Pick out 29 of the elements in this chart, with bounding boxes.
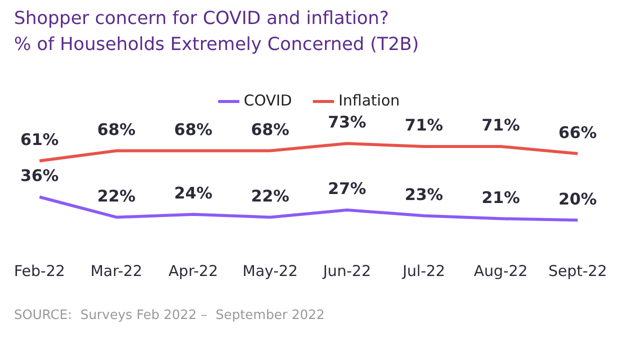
data-label: 20% bbox=[558, 189, 597, 208]
data-label: 22% bbox=[97, 186, 136, 206]
data-label: 68% bbox=[251, 120, 290, 139]
data-label: 68% bbox=[97, 120, 136, 139]
data-label: 27% bbox=[328, 179, 366, 198]
x-tick-label: Jun-22 bbox=[322, 262, 372, 280]
data-label: 66% bbox=[558, 122, 597, 142]
chart-subtitle: % of Households Extremely Concerned (T2B) bbox=[14, 33, 419, 57]
legend-label: COVID bbox=[244, 91, 292, 110]
data-label: 68% bbox=[174, 120, 212, 139]
x-tick-label: May-22 bbox=[242, 262, 298, 280]
x-tick-label: Jul-22 bbox=[402, 262, 446, 280]
legend-label: Inflation bbox=[338, 91, 400, 110]
source-note: SOURCE: Surveys Feb 2022 – September 2022 bbox=[14, 308, 325, 323]
data-label: 21% bbox=[482, 188, 520, 207]
data-label: 23% bbox=[404, 184, 444, 204]
chart-title: Shopper concern for COVID and inflation? bbox=[14, 7, 390, 31]
x-tick-label: Feb-22 bbox=[14, 262, 66, 280]
x-tick-label: Apr-22 bbox=[168, 262, 218, 280]
data-label: 71% bbox=[404, 116, 444, 135]
x-tick-label: Sept-22 bbox=[548, 262, 607, 280]
x-tick-label: Mar-22 bbox=[90, 262, 142, 280]
data-label: 73% bbox=[328, 112, 366, 132]
data-label: 71% bbox=[482, 116, 520, 135]
data-label: 24% bbox=[174, 183, 212, 202]
data-label: 36% bbox=[20, 166, 59, 186]
data-label: 61% bbox=[20, 130, 59, 150]
x-tick-label: Aug-22 bbox=[474, 262, 528, 280]
data-label: 22% bbox=[251, 186, 290, 206]
